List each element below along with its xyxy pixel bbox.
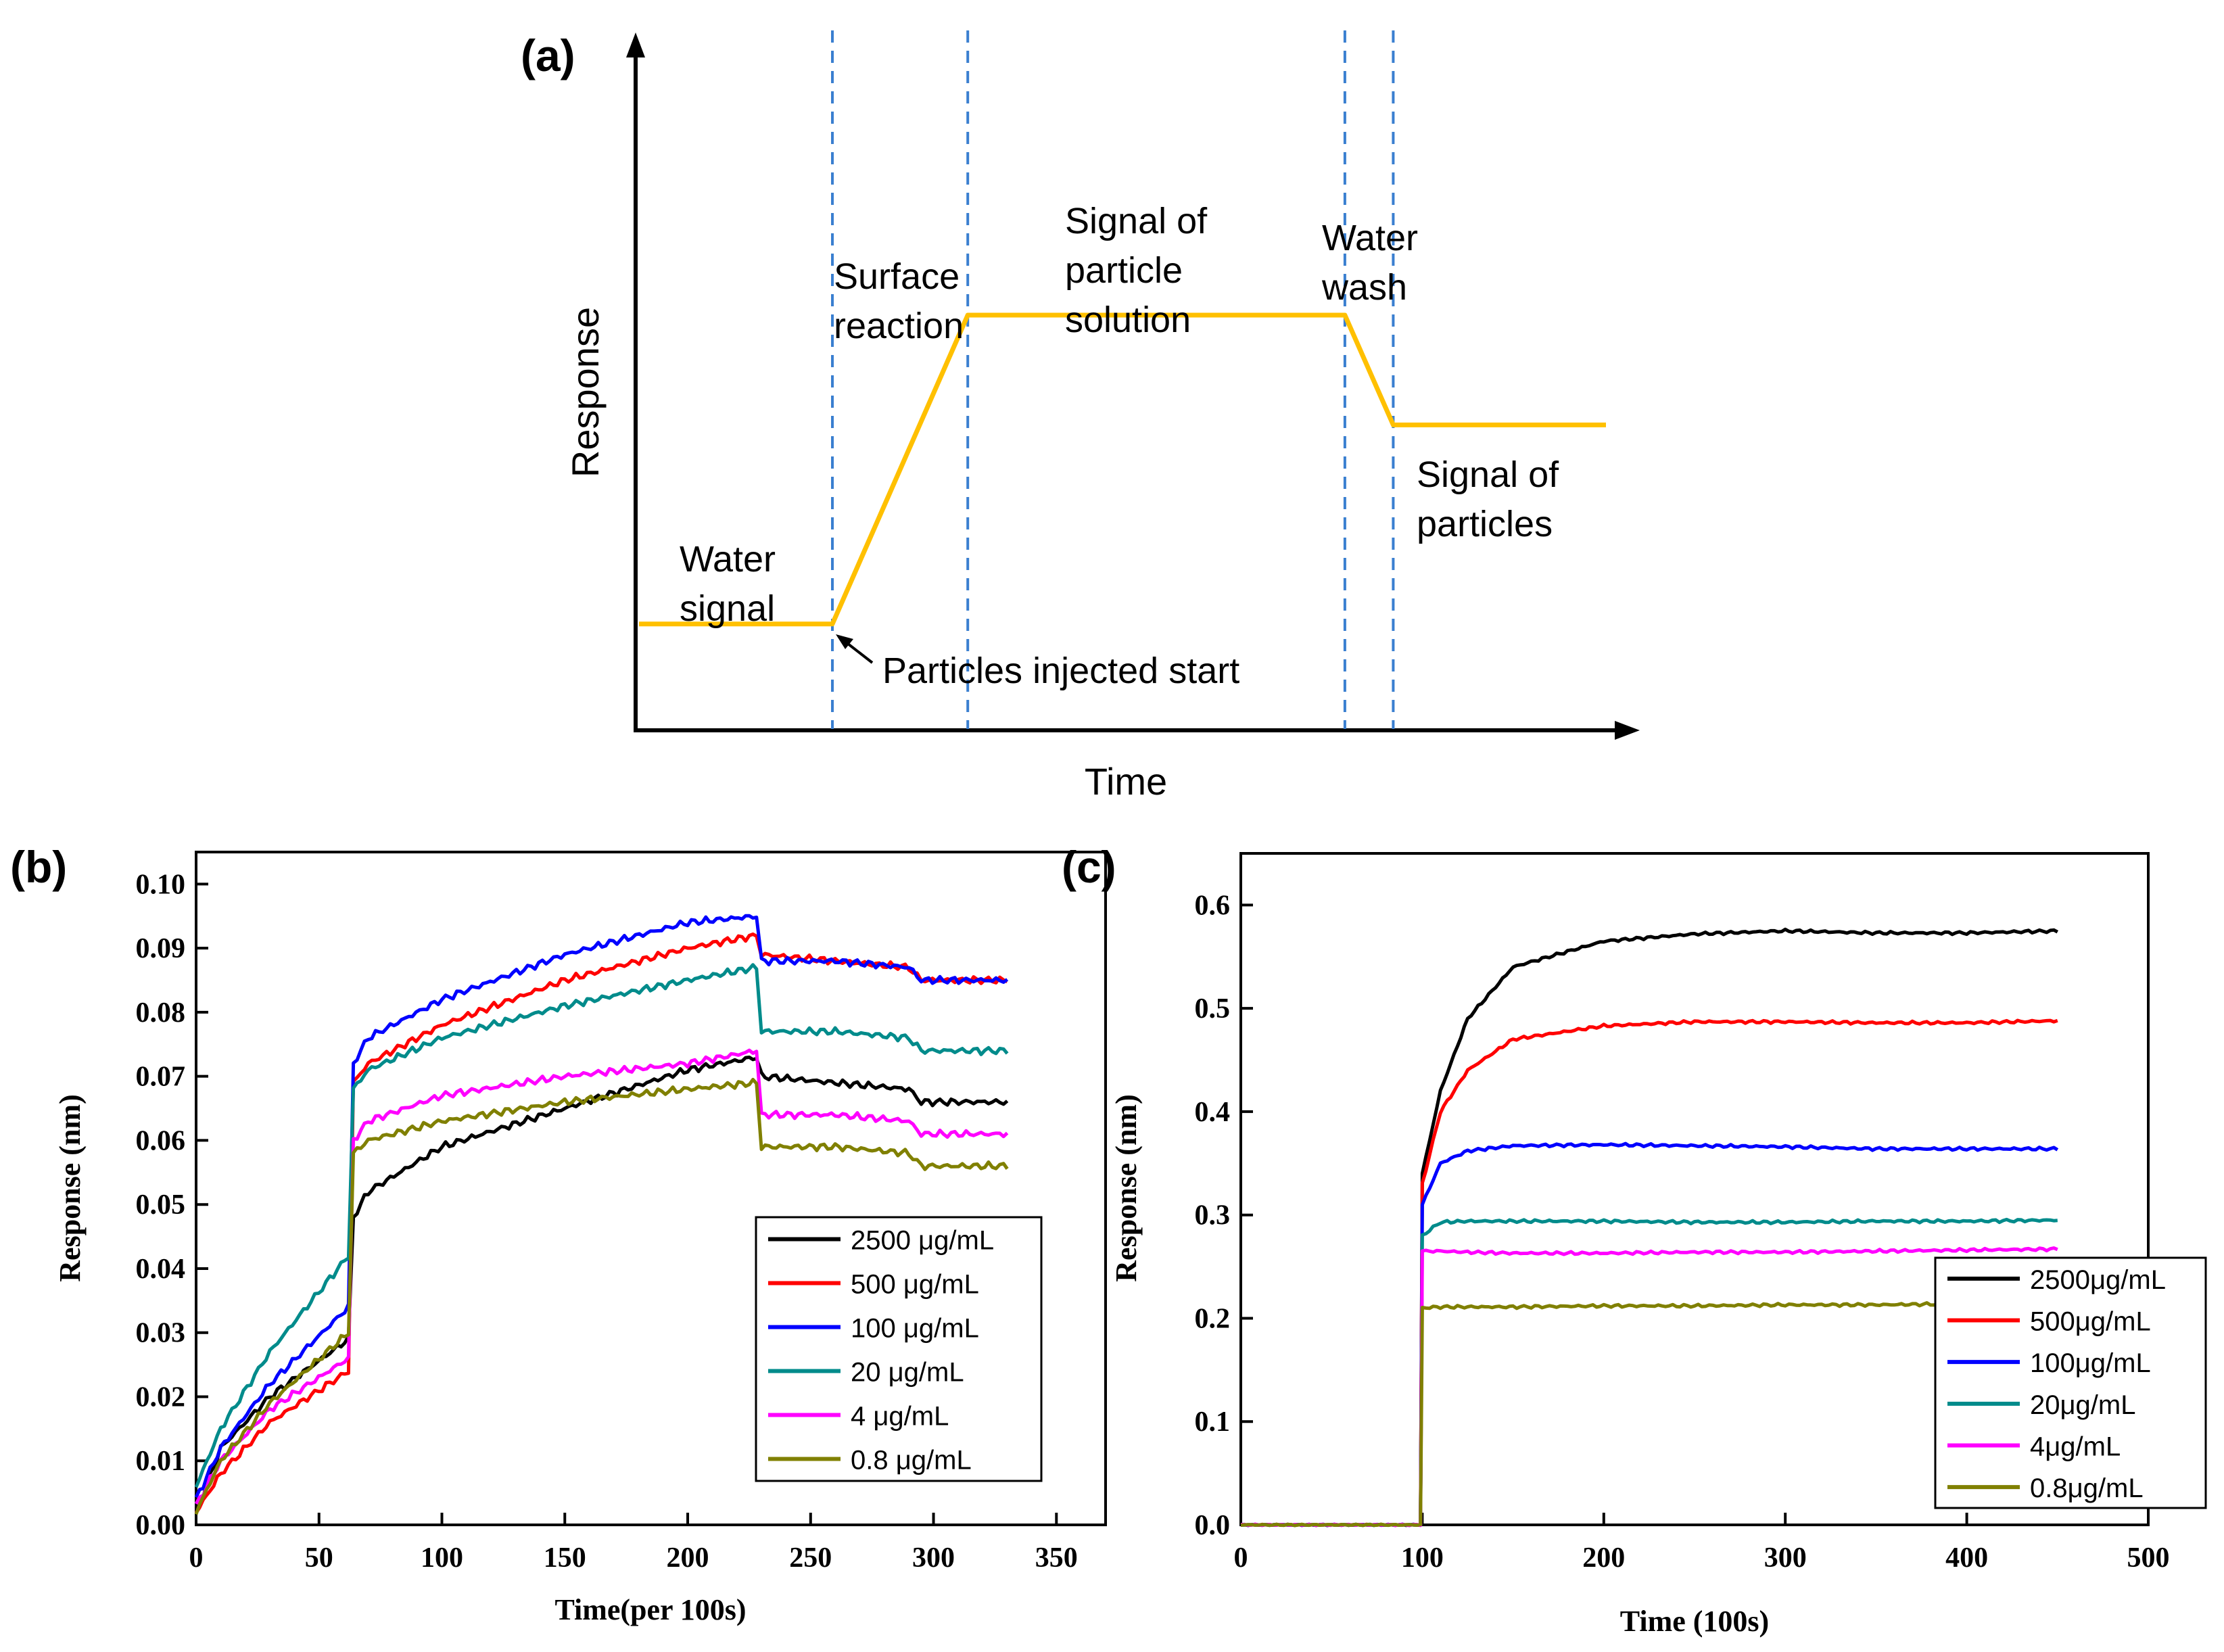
panel-b-ticks: 0 50 100 150 200 250 300 350 0.00 0.01 0.02 0.03 0.0…	[136, 869, 1078, 1574]
annotation-signal-of-particles-line-1: Signal of	[1417, 454, 1559, 495]
panel-a-y-label: Response	[564, 307, 607, 477]
panel-b-y-tick-label-0.09: 0.09	[136, 933, 186, 964]
panel-b-y-tick-label-0.05: 0.05	[136, 1189, 186, 1221]
annotation-signal-of-particle-solution-line-1: Signal of	[1065, 201, 1208, 241]
panel-c-y-tick-label-0: 0.0	[1195, 1510, 1231, 1541]
panel-b-y-tick-label-0.06: 0.06	[136, 1125, 186, 1156]
panel-b-y-tick-label-0.1: 0.10	[136, 869, 186, 900]
panel-c-x-tick-label-500: 500	[2127, 1542, 2170, 1574]
panel-b-series-line-3	[194, 914, 1009, 1498]
panel-b-legend: 2500 μg/mL 500 μg/mL 100 μg/mL 20 μg/mL 4 μg…	[755, 1216, 1043, 1482]
panel-b-x-tick-label-0: 0	[189, 1542, 204, 1574]
annotation-water-wash-line-1: Water	[1322, 218, 1418, 258]
panel-b-series-line-6	[194, 1077, 1009, 1515]
annotation-water-signal-line-2: signal	[680, 588, 775, 629]
panel-c-legend-box	[1934, 1256, 2207, 1509]
panel-b-legend-box	[755, 1216, 1043, 1482]
panel-c-y-tick-label-0.5: 0.5	[1195, 993, 1231, 1024]
panel-b-legend-label-6: 0.8 μg/mL	[851, 1446, 972, 1476]
panel-b-y-tick-label-0.01: 0.01	[136, 1446, 186, 1477]
annotation-surface-reaction-line-1: Surface	[834, 256, 960, 297]
panel-c-y-label: Response (nm)	[1110, 1094, 1143, 1281]
panel-b-y-tick-label-0.04: 0.04	[136, 1254, 186, 1285]
panel-a: (a) Time Response Water signal Surface r…	[521, 30, 1640, 803]
panel-c-legend-label-2: 500μg/mL	[2030, 1307, 2151, 1337]
panel-b-series	[194, 914, 1009, 1515]
panel-b: (b) 0 50 100 150 200 250 300 350 0.00 0.01 0.02 0.0…	[10, 842, 1107, 1626]
panel-b-x-tick-label-300: 300	[912, 1542, 955, 1574]
panel-b-series-line-1	[194, 1056, 1009, 1510]
panel-c-legend-label-5: 4μg/mL	[2030, 1432, 2121, 1462]
panel-b-legend-label-1: 2500 μg/mL	[851, 1226, 994, 1256]
panel-c-x-tick-label-100: 100	[1401, 1542, 1444, 1574]
annotation-water-wash-line-2: wash	[1321, 267, 1407, 308]
panel-c-x-tick-label-300: 300	[1764, 1542, 1807, 1574]
panel-b-series-line-2	[194, 933, 1008, 1514]
phase-lines	[831, 30, 1395, 729]
panel-c-label: (c)	[1062, 842, 1116, 892]
panel-c-legend-label-1: 2500μg/mL	[2030, 1265, 2166, 1295]
panel-c-x-tick-label-0: 0	[1234, 1542, 1248, 1574]
annotation-signal-of-particles-line-2: particles	[1417, 504, 1553, 544]
response-profile-line	[639, 312, 1606, 627]
panel-b-y-tick-label-0.08: 0.08	[136, 997, 186, 1029]
panel-b-label: (b)	[10, 842, 67, 892]
panel-b-plot-frame	[195, 851, 1107, 1526]
panel-b-x-tick-label-50: 50	[305, 1542, 333, 1574]
panel-c-legend: 2500μg/mL 500μg/mL 100μg/mL 20μg/mL 4μg/mL 0.…	[1934, 1256, 2207, 1509]
panel-c-series-line-6	[1240, 1300, 2058, 1528]
panel-c-legend-label-6: 0.8μg/mL	[2030, 1473, 2144, 1503]
panel-b-legend-label-3: 100 μg/mL	[851, 1314, 979, 1344]
annotation-water-signal-line-1: Water	[680, 539, 776, 580]
panel-c-y-tick-label-0.4: 0.4	[1195, 1097, 1231, 1128]
panel-b-y-tick-label-0.02: 0.02	[136, 1382, 186, 1413]
annotation-signal-of-particle-solution-line-3: solution	[1065, 300, 1191, 340]
panel-b-legend-label-5: 4 μg/mL	[851, 1402, 949, 1432]
panel-b-x-label: Time(per 100s)	[554, 1593, 746, 1626]
panel-b-y-tick-label-0.07: 0.07	[136, 1062, 186, 1093]
panel-c-y-tick-label-0.3: 0.3	[1195, 1200, 1231, 1231]
panel-b-x-tick-label-250: 250	[789, 1542, 832, 1574]
panel-c-x-tick-label-400: 400	[1945, 1542, 1988, 1574]
panel-c-y-tick-label-0.1: 0.1	[1195, 1407, 1231, 1438]
panel-c: (c) 0 100 200 300 400 500 0.0 0.1 0.2 0.3 0.4 0.5 0.…	[1062, 842, 2207, 1638]
panel-a-label: (a)	[521, 30, 575, 80]
panel-b-y-label: Response (nm)	[53, 1094, 87, 1281]
panel-b-series-line-4	[194, 963, 1009, 1488]
annotation-water-signal: Water signal	[680, 539, 786, 629]
annotation-surface-reaction-line-2: reaction	[834, 306, 964, 346]
annotation-water-wash: Water wash	[1321, 218, 1428, 308]
annotation-signal-of-particle-solution: Signal of particle solution	[1065, 201, 1217, 340]
panel-c-legend-label-4: 20μg/mL	[2030, 1390, 2135, 1420]
panel-c-x-label: Time (100s)	[1620, 1605, 1769, 1638]
panel-b-legend-label-2: 500 μg/mL	[851, 1270, 979, 1300]
panel-b-y-tick-label-0: 0.00	[136, 1510, 186, 1541]
panel-c-series	[1240, 927, 2059, 1528]
injection-arrow-head	[836, 634, 853, 649]
annotation-signal-of-particle-solution-line-2: particle	[1065, 250, 1183, 291]
panel-c-y-tick-label-0.6: 0.6	[1195, 890, 1231, 921]
panel-c-plot-frame	[1239, 852, 2150, 1526]
panel-a-x-label: Time	[1085, 760, 1167, 803]
panel-b-x-tick-label-150: 150	[544, 1542, 586, 1574]
panel-a-y-arrow	[626, 32, 645, 57]
panel-a-x-arrow	[1615, 721, 1640, 740]
panel-b-y-tick-label-0.03: 0.03	[136, 1318, 186, 1349]
annotation-particles-injected-start: Particles injected start	[882, 651, 1239, 691]
panel-c-y-tick-label-0.2: 0.2	[1195, 1303, 1231, 1334]
panel-b-x-tick-label-350: 350	[1035, 1542, 1078, 1574]
panel-c-legend-label-3: 100μg/mL	[2030, 1348, 2151, 1378]
panel-b-x-tick-label-100: 100	[421, 1542, 463, 1574]
panel-b-series-line-5	[194, 1048, 1009, 1505]
annotation-signal-of-particles: Signal of particles	[1417, 454, 1569, 544]
panel-b-legend-label-4: 20 μg/mL	[851, 1358, 964, 1388]
panel-b-x-tick-label-200: 200	[667, 1542, 709, 1574]
panel-c-x-tick-label-200: 200	[1582, 1542, 1625, 1574]
annotation-surface-reaction: Surface reaction	[834, 256, 970, 346]
